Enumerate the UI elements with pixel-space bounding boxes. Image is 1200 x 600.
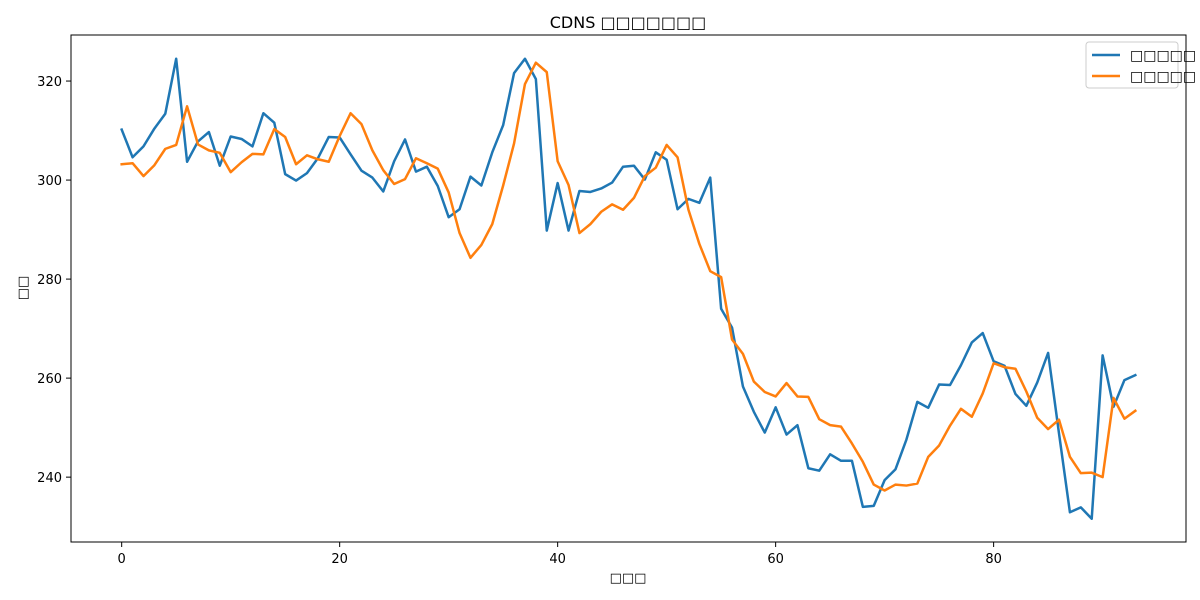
legend: □□□□□ □□□□□ xyxy=(1085,41,1196,89)
x-tick-label: 80 xyxy=(985,552,1002,567)
x-axis-label: □□□ xyxy=(610,571,647,586)
plot-area xyxy=(120,57,1138,520)
y-tick-label: 320 xyxy=(37,75,62,90)
y-tick-label: 240 xyxy=(37,471,62,486)
x-tick-label: 20 xyxy=(331,552,348,567)
legend-label-series-1: □□□□□ xyxy=(1130,48,1196,64)
y-tick-label: 260 xyxy=(37,372,62,387)
y-tick-label: 280 xyxy=(37,273,62,288)
series-line-1 xyxy=(120,57,1137,520)
chart-title: CDNS □□□□□□□ xyxy=(550,13,707,32)
y-tick-label: 300 xyxy=(37,174,62,189)
x-tick-label: 0 xyxy=(118,552,126,567)
x-tick-label: 60 xyxy=(767,552,784,567)
y-axis-label: □□ xyxy=(16,276,31,301)
x-tick-label: 40 xyxy=(549,552,566,567)
legend-label-series-2: □□□□□ xyxy=(1130,69,1196,85)
series-line-2 xyxy=(120,61,1138,492)
y-axis-ticks: 240 260 280 300 320 xyxy=(37,75,71,486)
x-axis-ticks: 0 20 40 60 80 xyxy=(118,542,1002,567)
plot-frame xyxy=(70,34,1187,543)
